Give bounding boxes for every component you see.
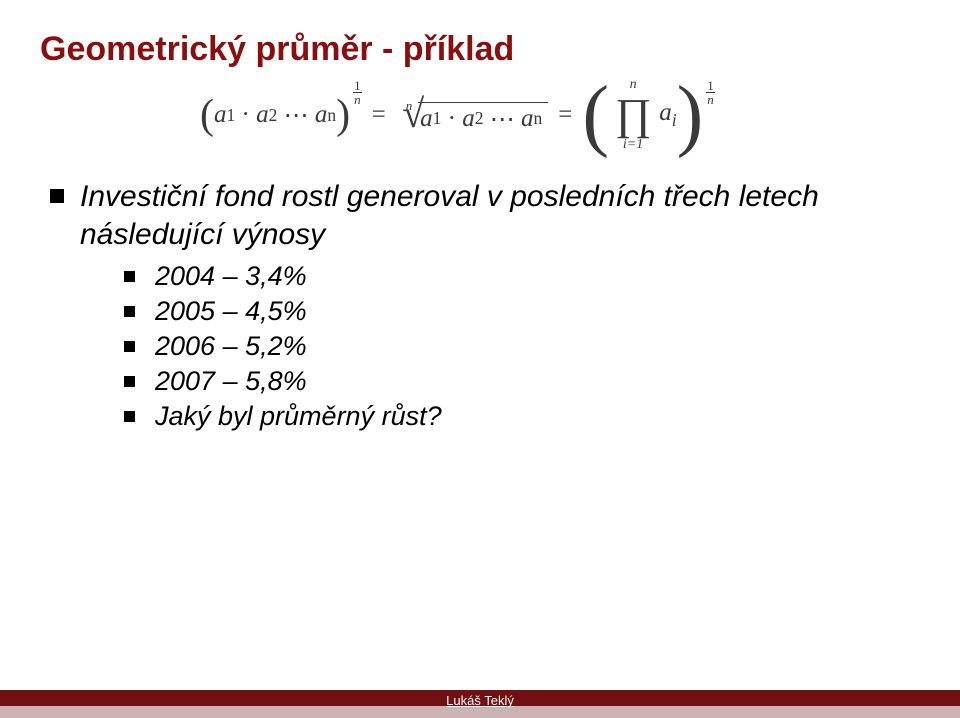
body-content: Investiční fond rostl generoval v posled… [40, 178, 920, 432]
list-item: 2004 – 3,4% [124, 261, 920, 292]
square-bullet-icon [124, 271, 135, 282]
list-item: 2005 – 4,5% [124, 296, 920, 327]
main-bullet-text: Investiční fond rostl generoval v posled… [80, 178, 920, 253]
list-item-label: Jaký byl průměrný růst? [155, 401, 442, 432]
square-bullet-icon [124, 306, 135, 317]
list-item-label: 2005 – 4,5% [155, 296, 307, 327]
square-bullet-icon [124, 341, 135, 352]
list-item-label: 2006 – 5,2% [155, 331, 307, 362]
main-bullet: Investiční fond rostl generoval v posled… [50, 178, 920, 253]
slide: Geometrický průměr - příklad ( a1 · a2 ⋯… [0, 0, 960, 718]
geometric-mean-formula: ( a1 · a2 ⋯ an ) 1 n = n √ a1 · a2 ⋯ a [200, 77, 960, 153]
square-bullet-icon [50, 189, 64, 203]
list-item: Jaký byl průměrný růst? [124, 401, 920, 432]
footer: Lukáš Teklý [0, 690, 960, 718]
list-item: 2007 – 5,8% [124, 366, 920, 397]
list-item-label: 2007 – 5,8% [155, 366, 307, 397]
footer-author: Lukáš Teklý [0, 693, 960, 708]
list-item-label: 2004 – 3,4% [155, 261, 307, 292]
slide-title: Geometrický průměr - příklad [40, 30, 920, 69]
year-list: 2004 – 3,4% 2005 – 4,5% 2006 – 5,2% 2007… [124, 261, 920, 432]
square-bullet-icon [124, 376, 135, 387]
list-item: 2006 – 5,2% [124, 331, 920, 362]
square-bullet-icon [124, 411, 135, 422]
